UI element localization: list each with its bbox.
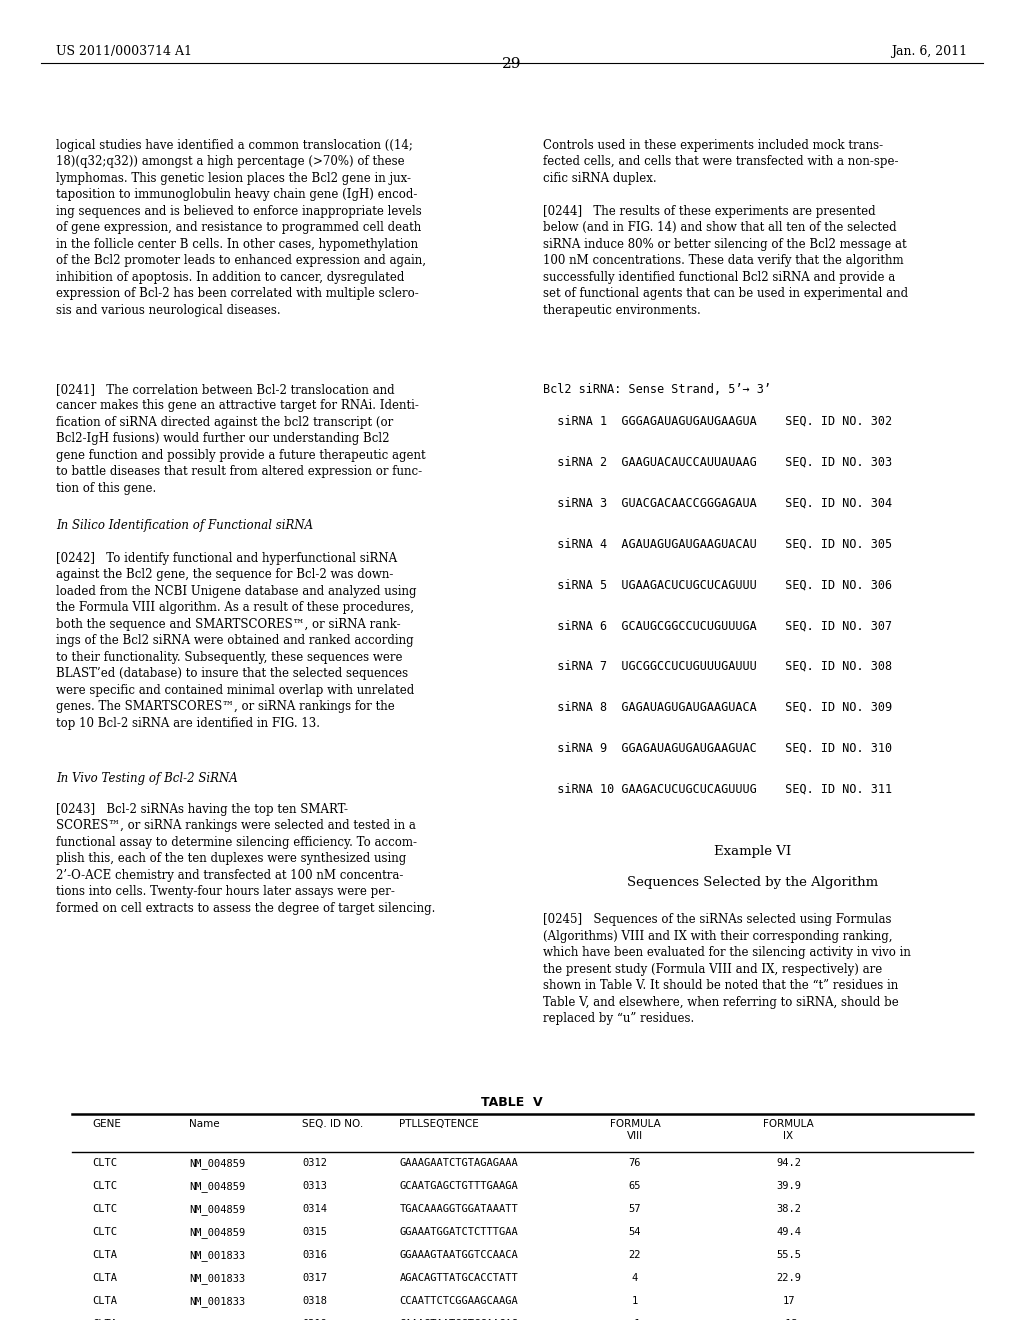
Text: NM_004859: NM_004859 bbox=[189, 1228, 246, 1238]
Text: NM_001833: NM_001833 bbox=[189, 1272, 246, 1284]
Text: 0317: 0317 bbox=[302, 1272, 327, 1283]
Text: GAAAGAATCTGTAGAGAAA: GAAAGAATCTGTAGAGAAA bbox=[399, 1158, 518, 1168]
Text: 17: 17 bbox=[782, 1296, 795, 1307]
Text: NM_001833: NM_001833 bbox=[189, 1250, 246, 1261]
Text: siRNA 3  GUACGACAACCGGGAGAUA    SEQ. ID NO. 304: siRNA 3 GUACGACAACCGGGAGAUA SEQ. ID NO. … bbox=[543, 496, 892, 510]
Text: CLTA: CLTA bbox=[92, 1296, 117, 1307]
Text: 0312: 0312 bbox=[302, 1158, 327, 1168]
Text: 22: 22 bbox=[629, 1250, 641, 1261]
Text: CLTC: CLTC bbox=[92, 1228, 117, 1237]
Text: 57: 57 bbox=[629, 1204, 641, 1214]
Text: CLTC: CLTC bbox=[92, 1158, 117, 1168]
Text: NM_004859: NM_004859 bbox=[189, 1204, 246, 1214]
Text: 38.2: 38.2 bbox=[776, 1204, 801, 1214]
Text: Controls used in these experiments included mock trans-
fected cells, and cells : Controls used in these experiments inclu… bbox=[543, 139, 898, 185]
Text: logical studies have identified a common translocation ((14;
18)(q32;q32)) among: logical studies have identified a common… bbox=[56, 139, 426, 317]
Text: SEQ. ID NO.: SEQ. ID NO. bbox=[302, 1119, 364, 1130]
Text: 65: 65 bbox=[629, 1180, 641, 1191]
Text: [0241]   The correlation between Bcl-2 translocation and
cancer makes this gene : [0241] The correlation between Bcl-2 tra… bbox=[56, 383, 426, 495]
Text: [0243]   Bcl-2 siRNAs having the top ten SMART-
SCORES™, or siRNA rankings were : [0243] Bcl-2 siRNAs having the top ten S… bbox=[56, 803, 435, 915]
Text: siRNA 7  UGCGGCCUCUGUUUGAUUU    SEQ. ID NO. 308: siRNA 7 UGCGGCCUCUGUUUGAUUU SEQ. ID NO. … bbox=[543, 660, 892, 673]
Text: Name: Name bbox=[189, 1119, 220, 1130]
Text: 39.9: 39.9 bbox=[776, 1180, 801, 1191]
Text: AGACAGTTATGCACCTATT: AGACAGTTATGCACCTATT bbox=[399, 1272, 518, 1283]
Text: Jan. 6, 2011: Jan. 6, 2011 bbox=[892, 45, 968, 58]
Text: 0318: 0318 bbox=[302, 1296, 327, 1307]
Text: TABLE  V: TABLE V bbox=[481, 1096, 543, 1109]
Text: siRNA 2  GAAGUACAUCCAUUAUAAG    SEQ. ID NO. 303: siRNA 2 GAAGUACAUCCAUUAUAAG SEQ. ID NO. … bbox=[543, 455, 892, 469]
Text: siRNA 10 GAAGACUCUGCUCAGUUUG    SEQ. ID NO. 311: siRNA 10 GAAGACUCUGCUCAGUUUG SEQ. ID NO.… bbox=[543, 783, 892, 796]
Text: [0244]   The results of these experiments are presented
below (and in FIG. 14) a: [0244] The results of these experiments … bbox=[543, 205, 908, 317]
Text: Sequences Selected by the Algorithm: Sequences Selected by the Algorithm bbox=[627, 876, 879, 890]
Text: GGAAATGGATCTCTTTGAA: GGAAATGGATCTCTTTGAA bbox=[399, 1228, 518, 1237]
Text: 0314: 0314 bbox=[302, 1204, 327, 1214]
Text: 0313: 0313 bbox=[302, 1180, 327, 1191]
Text: 94.2: 94.2 bbox=[776, 1158, 801, 1168]
Text: TGACAAAGGTGGATAAATT: TGACAAAGGTGGATAAATT bbox=[399, 1204, 518, 1214]
Text: [0245]   Sequences of the siRNAs selected using Formulas
(Algorithms) VIII and I: [0245] Sequences of the siRNAs selected … bbox=[543, 913, 910, 1026]
Text: siRNA 5  UGAAGACUCUGCUCAGUUU    SEQ. ID NO. 306: siRNA 5 UGAAGACUCUGCUCAGUUU SEQ. ID NO. … bbox=[543, 578, 892, 591]
Text: In Silico Identification of Functional siRNA: In Silico Identification of Functional s… bbox=[56, 519, 313, 532]
Text: 0316: 0316 bbox=[302, 1250, 327, 1261]
Text: US 2011/0003714 A1: US 2011/0003714 A1 bbox=[56, 45, 193, 58]
Text: 54: 54 bbox=[629, 1228, 641, 1237]
Text: GENE: GENE bbox=[92, 1119, 121, 1130]
Text: [0242]   To identify functional and hyperfunctional siRNA
against the Bcl2 gene,: [0242] To identify functional and hyperf… bbox=[56, 552, 417, 730]
Text: 29: 29 bbox=[502, 57, 522, 71]
Text: 0315: 0315 bbox=[302, 1228, 327, 1237]
Text: siRNA 4  AGAUAGUGAUGAAGUACAU    SEQ. ID NO. 305: siRNA 4 AGAUAGUGAUGAAGUACAU SEQ. ID NO. … bbox=[543, 537, 892, 550]
Text: NM_004859: NM_004859 bbox=[189, 1158, 246, 1168]
Text: GCAATGAGCTGTTTGAAGA: GCAATGAGCTGTTTGAAGA bbox=[399, 1180, 518, 1191]
Text: Bcl2 siRNA: Sense Strand, 5’→ 3’: Bcl2 siRNA: Sense Strand, 5’→ 3’ bbox=[543, 383, 771, 396]
Text: Example VI: Example VI bbox=[714, 845, 792, 858]
Text: FORMULA
VIII: FORMULA VIII bbox=[609, 1119, 660, 1140]
Text: CLTA: CLTA bbox=[92, 1272, 117, 1283]
Text: siRNA 8  GAGAUAGUGAUGAAGUACA    SEQ. ID NO. 309: siRNA 8 GAGAUAGUGAUGAAGUACA SEQ. ID NO. … bbox=[543, 701, 892, 714]
Text: CLTC: CLTC bbox=[92, 1204, 117, 1214]
Text: 22.9: 22.9 bbox=[776, 1272, 801, 1283]
Text: 1: 1 bbox=[632, 1296, 638, 1307]
Text: PTLLSEQTENCE: PTLLSEQTENCE bbox=[399, 1119, 479, 1130]
Text: CLTC: CLTC bbox=[92, 1180, 117, 1191]
Text: CLTA: CLTA bbox=[92, 1250, 117, 1261]
Text: 4: 4 bbox=[632, 1272, 638, 1283]
Text: NM_001833: NM_001833 bbox=[189, 1296, 246, 1307]
Text: 55.5: 55.5 bbox=[776, 1250, 801, 1261]
Text: FORMULA
IX: FORMULA IX bbox=[763, 1119, 814, 1140]
Text: NM_004859: NM_004859 bbox=[189, 1180, 246, 1192]
Text: siRNA 1  GGGAGAUAGUGAUGAAGUA    SEQ. ID NO. 302: siRNA 1 GGGAGAUAGUGAUGAAGUA SEQ. ID NO. … bbox=[543, 414, 892, 428]
Text: GGAAAGTAATGGTCCAACA: GGAAAGTAATGGTCCAACA bbox=[399, 1250, 518, 1261]
Text: siRNA 9  GGAGAUAGUGAUGAAGUAC    SEQ. ID NO. 310: siRNA 9 GGAGAUAGUGAUGAAGUAC SEQ. ID NO. … bbox=[543, 742, 892, 755]
Text: CCAATTCTCGGAAGCAAGA: CCAATTCTCGGAAGCAAGA bbox=[399, 1296, 518, 1307]
Text: 49.4: 49.4 bbox=[776, 1228, 801, 1237]
Text: In Vivo Testing of Bcl-2 SiRNA: In Vivo Testing of Bcl-2 SiRNA bbox=[56, 772, 238, 785]
Text: 76: 76 bbox=[629, 1158, 641, 1168]
Text: siRNA 6  GCAUGCGGCCUCUGUUUGA    SEQ. ID NO. 307: siRNA 6 GCAUGCGGCCUCUGUUUGA SEQ. ID NO. … bbox=[543, 619, 892, 632]
